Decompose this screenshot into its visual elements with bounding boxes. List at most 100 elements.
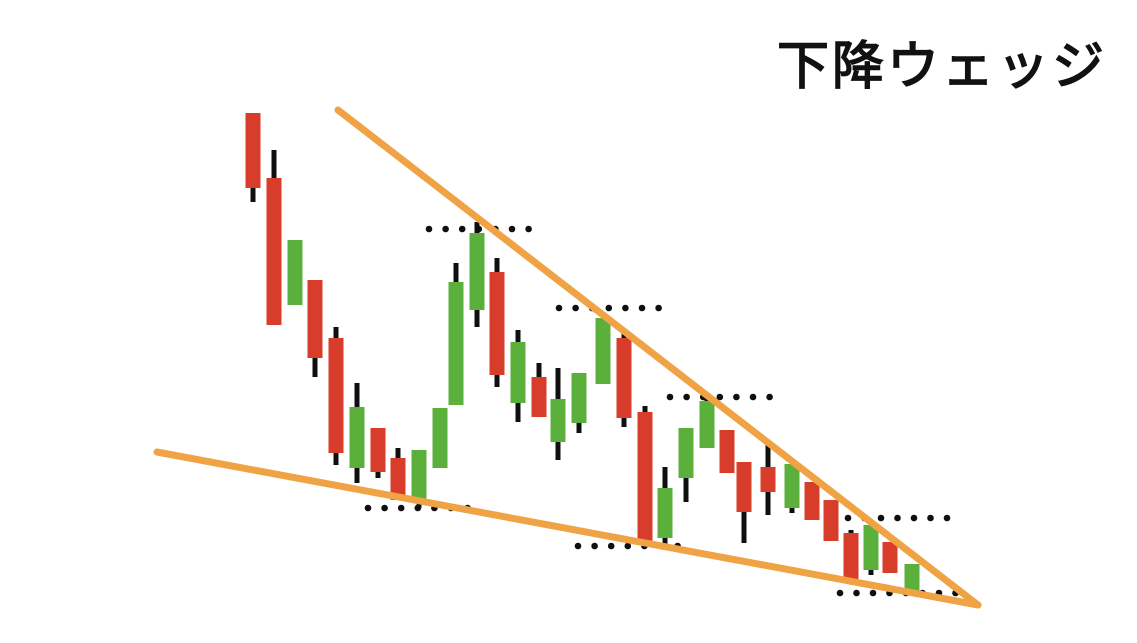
candle-body <box>432 408 448 468</box>
candle-body <box>245 113 261 188</box>
candle-up <box>349 383 365 483</box>
candle-up <box>699 395 715 448</box>
candle-down <box>307 280 323 377</box>
candle-down <box>616 333 632 427</box>
candle-body <box>736 462 752 512</box>
candle-up <box>904 564 920 592</box>
candle-body <box>411 450 427 500</box>
upper-resistance-line <box>334 106 982 609</box>
candle-up <box>510 330 526 422</box>
candle-down <box>719 430 735 473</box>
candle-body <box>699 401 715 448</box>
candle-body <box>760 467 776 492</box>
level-dot <box>591 542 598 550</box>
candle-body <box>266 178 282 325</box>
candle-down <box>390 448 406 500</box>
candle-up <box>595 318 611 384</box>
level-dot <box>622 304 629 312</box>
candle-body <box>804 482 820 520</box>
swing-high-3-dots <box>666 393 773 401</box>
level-dot <box>716 393 724 401</box>
candle-up <box>469 222 485 327</box>
level-dot <box>844 514 852 522</box>
candle-up <box>657 467 673 549</box>
candle-up <box>287 240 303 305</box>
candle-body <box>307 280 323 358</box>
level-dot <box>414 504 422 512</box>
level-dot <box>381 504 388 512</box>
candle-up <box>863 525 879 575</box>
level-dot <box>943 514 951 522</box>
level-dot <box>442 225 449 233</box>
candle-body <box>328 338 344 453</box>
level-dot <box>572 304 579 312</box>
candle-down <box>531 363 547 417</box>
level-dot <box>624 542 632 550</box>
candle-body <box>719 430 735 473</box>
candle-body <box>657 488 673 538</box>
candle-body <box>823 500 839 541</box>
candle-down <box>245 113 261 202</box>
candle-body <box>616 338 632 418</box>
candle-body <box>531 377 547 417</box>
candle-body <box>370 428 386 472</box>
level-dot <box>475 225 483 233</box>
level-dot <box>607 542 615 550</box>
candle-up <box>571 373 587 433</box>
candle-down <box>637 406 653 547</box>
candle-body <box>390 458 406 500</box>
level-dot <box>749 393 757 401</box>
candle-down <box>804 482 820 520</box>
candle-down <box>882 542 898 573</box>
level-dot <box>364 504 372 512</box>
candle-body <box>489 272 505 375</box>
level-dot <box>555 304 563 312</box>
page-title: 下降ウェッジ <box>776 37 1107 97</box>
swing-high-2-dots <box>555 304 662 312</box>
candle-body <box>882 542 898 573</box>
candle-down <box>328 327 344 465</box>
candle-body <box>637 412 653 543</box>
candle-body <box>287 240 303 305</box>
candle-body <box>678 428 694 478</box>
candle-down <box>370 428 386 478</box>
swing-high-4-dots <box>844 514 951 522</box>
level-dot <box>910 514 918 522</box>
level-dot <box>836 589 844 597</box>
level-dot <box>574 542 582 550</box>
candle-body <box>843 533 859 580</box>
candle-down <box>736 462 752 543</box>
lower-support-line <box>153 448 982 609</box>
level-dot <box>508 225 516 233</box>
level-dot <box>666 393 674 401</box>
level-dot <box>927 514 934 522</box>
level-dot <box>894 514 901 522</box>
candle-down <box>760 445 776 515</box>
candle-body <box>904 564 920 592</box>
candle-down <box>266 150 282 325</box>
level-dot <box>766 393 773 401</box>
candle-up <box>550 368 566 460</box>
candle-body <box>349 407 365 468</box>
level-dot <box>425 225 433 233</box>
level-dot <box>869 589 877 597</box>
level-dot <box>683 393 690 401</box>
candle-down <box>489 258 505 387</box>
candle-body <box>595 318 611 384</box>
level-dot <box>605 304 613 312</box>
level-dot <box>638 304 646 312</box>
level-dot <box>655 304 662 312</box>
level-dot <box>733 393 740 401</box>
candle-body <box>784 464 800 508</box>
candle-body <box>469 233 485 310</box>
candle-up <box>448 263 464 405</box>
candle-body <box>571 373 587 423</box>
level-dot <box>877 514 885 522</box>
candle-down <box>823 500 839 541</box>
level-dot <box>458 225 466 233</box>
candle-body <box>510 342 526 403</box>
candle-body <box>448 282 464 405</box>
candle-down <box>843 530 859 584</box>
